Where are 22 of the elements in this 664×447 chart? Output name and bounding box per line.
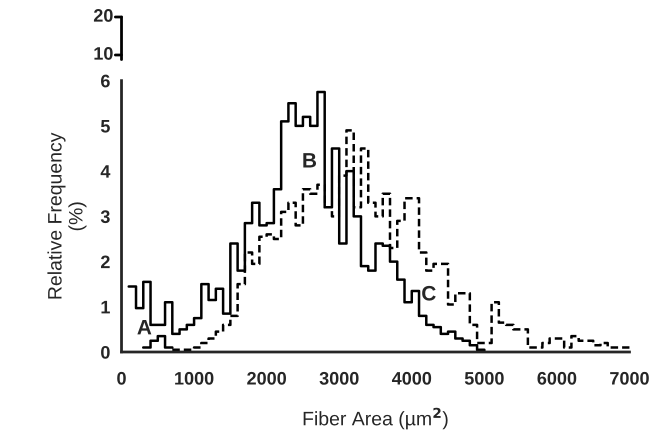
- x-tick-label: 1000: [175, 372, 214, 385]
- text: 10: [94, 47, 113, 60]
- annotation: B: [303, 153, 316, 168]
- y-axis-title: Relative Frequency (%): [47, 132, 86, 299]
- x-tick-label: 5000: [464, 372, 504, 385]
- annotation: C: [422, 286, 436, 301]
- y-tick-label: 3: [100, 210, 110, 224]
- y-tick-label: 2: [100, 256, 110, 268]
- x-tick-label: 3000: [320, 372, 359, 385]
- x-tick-label: 6000: [537, 372, 576, 385]
- x-axis-title: Fiber Area (µm$^{2}$): [304, 408, 448, 430]
- text: 20: [94, 9, 113, 22]
- x-tick-label: 4000: [392, 372, 432, 385]
- y-tick-label: 0: [101, 346, 110, 359]
- x-tick-label: 7000: [610, 372, 649, 385]
- y-tick-label: 1: [101, 300, 110, 314]
- x-tick-label: 2000: [247, 372, 286, 385]
- y-tick-label: 4: [100, 165, 110, 178]
- y-tick-label: 6: [101, 74, 110, 88]
- y-tick-label: 5: [100, 120, 110, 133]
- annotation: A: [137, 320, 152, 334]
- x-tick-label: 0: [117, 372, 126, 385]
